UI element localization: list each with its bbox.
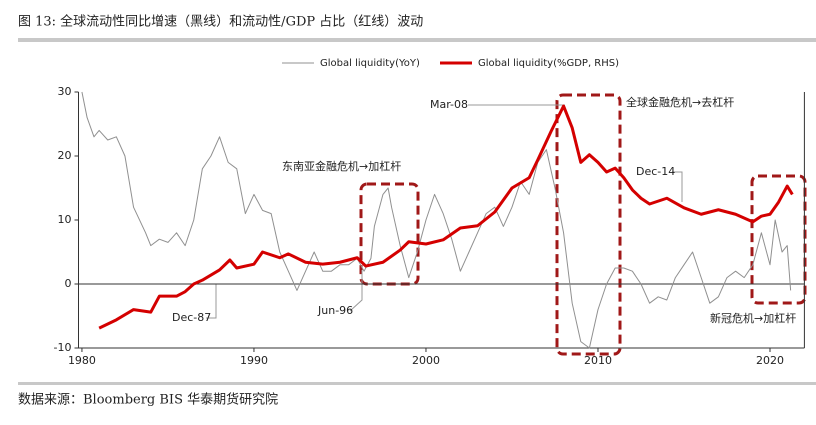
y-tick-label: 10 [58, 213, 72, 226]
highlight-box [359, 182, 420, 286]
series-line [98, 104, 794, 330]
x-tick-label: 2000 [412, 354, 440, 367]
x-tick-label: 2020 [756, 354, 784, 367]
y-tick-label: 20 [58, 149, 72, 162]
y-tick-label: -10 [54, 341, 72, 354]
annotation: 全球金融危机→去杠杆 [626, 95, 734, 109]
x-tick-label: 1990 [240, 354, 268, 367]
leader-lines [206, 104, 683, 319]
y-tick-label: 0 [65, 277, 72, 290]
y-tick-label: 30 [58, 85, 72, 98]
title-rule [18, 38, 816, 42]
series-line [81, 91, 792, 349]
highlight-box [555, 93, 622, 356]
leader-line [206, 284, 217, 319]
annotation: 新冠危机→加杠杆 [710, 311, 796, 325]
annotation: Dec-87 [172, 311, 211, 324]
source: 数据来源：Bloomberg BIS 华泰期货研究院 [18, 392, 278, 408]
leader-line [672, 171, 683, 202]
x-tick-label: 1980 [68, 354, 96, 367]
annotation: Jun-96 [317, 304, 353, 317]
legend-label: Global liquidity(%GDP, RHS) [478, 58, 619, 69]
annotation: Mar-08 [430, 98, 468, 111]
annotation: Dec-14 [636, 165, 675, 178]
chart-title: 图 13: 全球流动性同比增速（黑线）和流动性/GDP 占比（红线）波动 [18, 14, 423, 30]
legend-label: Global liquidity(YoY) [320, 58, 420, 69]
leader-line [349, 270, 363, 312]
x-tick-label: 2010 [584, 354, 612, 367]
source-rule [18, 382, 816, 385]
annotation: 东南亚金融危机→加杠杆 [282, 159, 401, 173]
highlight-box [750, 174, 807, 305]
